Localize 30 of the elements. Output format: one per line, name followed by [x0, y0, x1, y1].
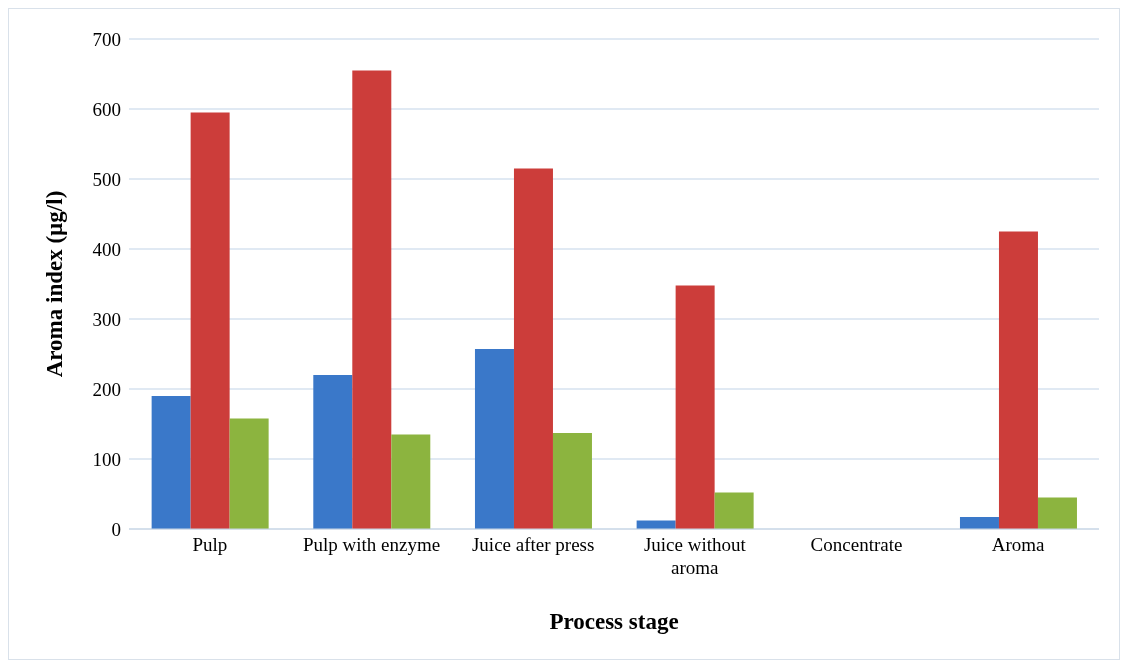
y-tick-label: 500	[92, 168, 121, 190]
bar	[513, 168, 553, 529]
x-tick-label: Aroma	[991, 534, 1046, 555]
bar	[352, 70, 392, 529]
bar	[959, 517, 999, 529]
bar	[151, 396, 191, 529]
y-tick-label: 200	[92, 378, 121, 400]
y-tick-label: 700	[92, 28, 121, 50]
x-tick-label: Concentrate	[810, 534, 903, 555]
bar	[714, 492, 754, 529]
y-tick-label: 600	[92, 98, 121, 120]
bar	[1037, 497, 1077, 529]
bar	[391, 434, 431, 529]
x-tick-label: Pulp with enzyme	[302, 534, 441, 555]
y-tick-label: 100	[92, 448, 121, 470]
y-tick-label: 300	[92, 308, 121, 330]
x-tick-label: Juice without aroma	[643, 534, 747, 578]
x-tick-label: Pulp	[192, 534, 228, 555]
bar	[998, 231, 1038, 529]
bar	[313, 375, 353, 529]
y-tick-label: 0	[111, 518, 121, 540]
bar	[229, 418, 269, 529]
bar	[675, 285, 715, 529]
y-axis-title: Aroma index (µg/l)	[42, 190, 68, 378]
bar	[190, 112, 230, 529]
bar	[552, 433, 592, 529]
bar	[474, 349, 514, 529]
y-tick-label: 400	[92, 238, 121, 260]
x-axis-title: Process stage	[549, 609, 679, 634]
x-tick-label: Juice after press	[471, 534, 595, 555]
